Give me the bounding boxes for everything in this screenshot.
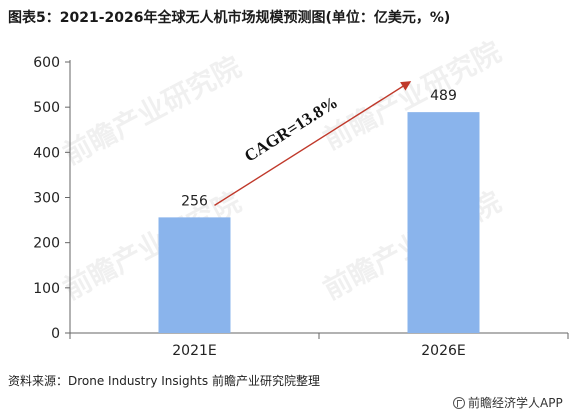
cagr-arrow xyxy=(214,81,412,206)
brand-text: 前瞻经济学人APP xyxy=(468,396,563,410)
x-tick-label: 2021E xyxy=(172,343,216,359)
y-tick-label: 600 xyxy=(33,55,60,71)
bar-2021E xyxy=(158,217,231,333)
y-tick-label: 0 xyxy=(51,326,60,342)
y-tick-label: 400 xyxy=(33,145,60,161)
source-note: 资料来源：Drone Industry Insights 前瞻产业研究院整理 xyxy=(8,374,320,388)
brand-logo-icon xyxy=(453,397,465,409)
chart-title: 图表5：2021-2026年全球无人机市场规模预测图(单位：亿美元，%) xyxy=(8,10,451,26)
data-label: 256 xyxy=(181,193,208,209)
y-tick-label: 500 xyxy=(33,100,60,116)
bar-2026E xyxy=(407,112,480,333)
y-tick-label: 100 xyxy=(33,281,60,297)
watermark-text: 前瞻产业研究院 xyxy=(58,50,247,171)
y-tick-label: 300 xyxy=(33,191,60,207)
data-label: 489 xyxy=(430,88,457,104)
x-tick-label: 2026E xyxy=(421,343,465,359)
data-labels: 2021E 256 2026E 489 xyxy=(172,88,465,359)
y-tick-label: 200 xyxy=(33,236,60,252)
bars xyxy=(158,112,480,333)
cagr-annotation: CAGR=13.8% xyxy=(214,81,412,206)
brand-footer: 前瞻经济学人APP xyxy=(453,394,563,411)
axes: 0 100 200 300 400 500 600 xyxy=(33,55,569,342)
